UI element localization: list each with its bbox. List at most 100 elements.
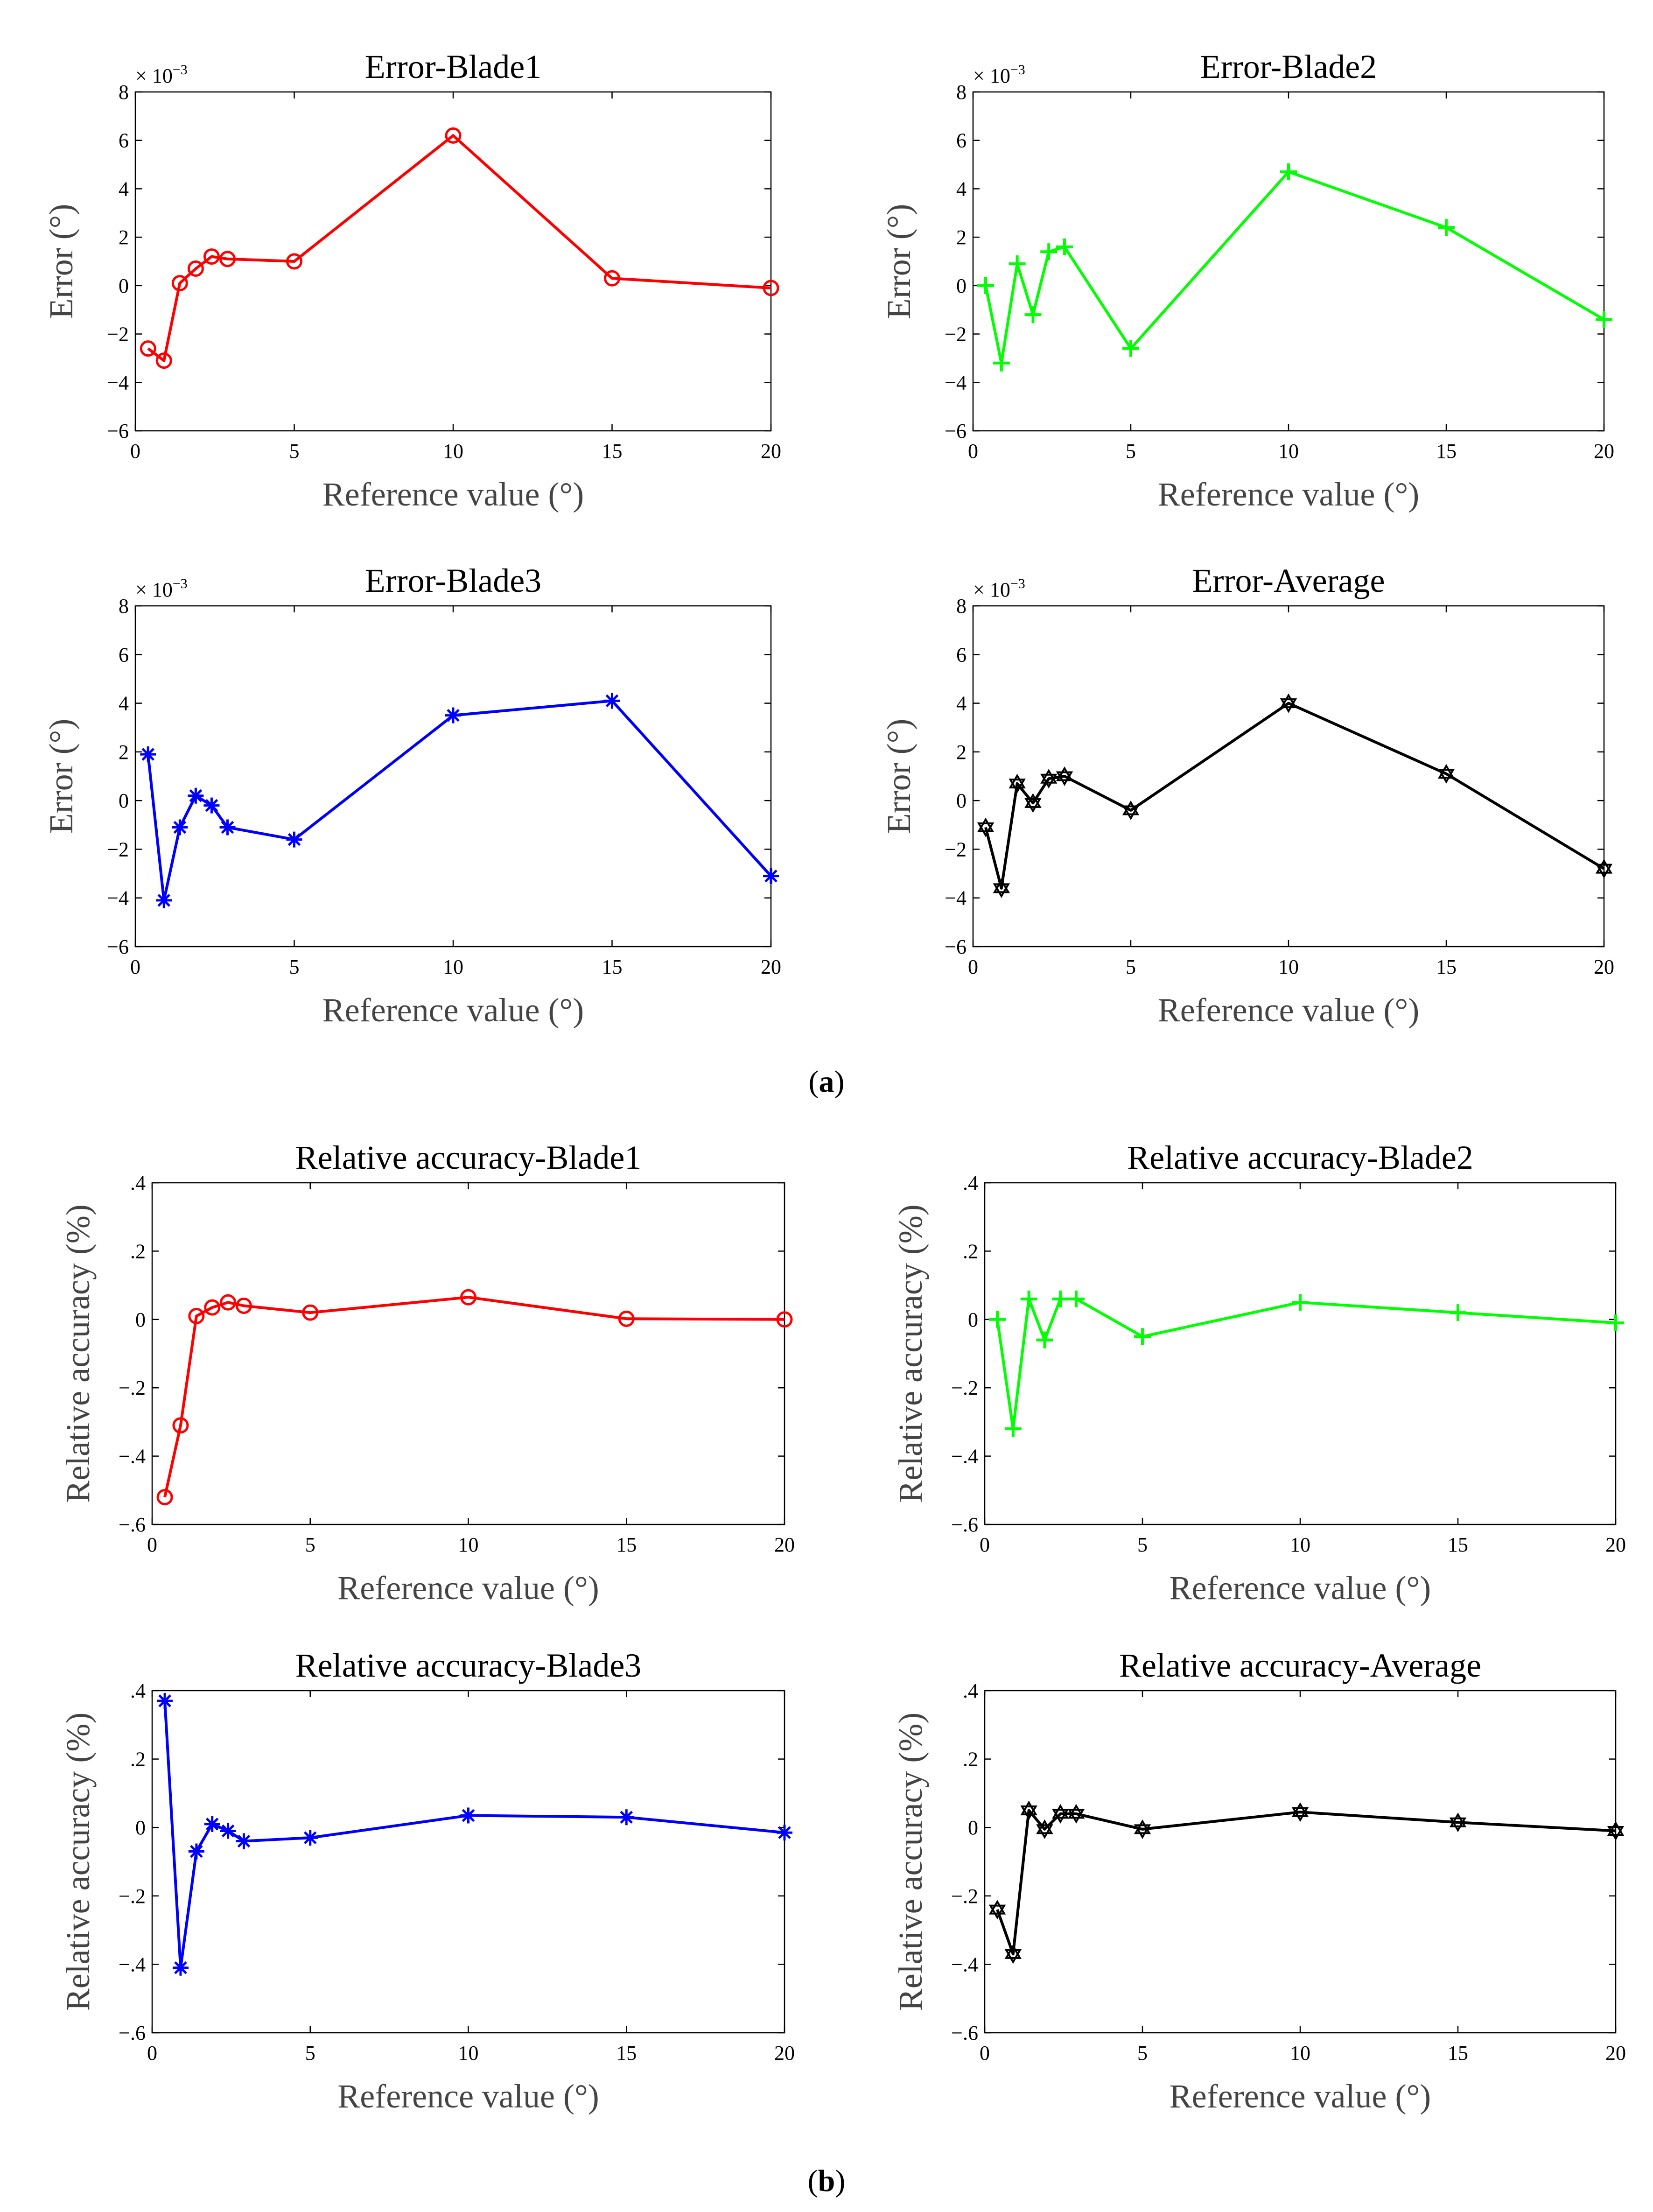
data-point — [1280, 163, 1297, 181]
x-tick-label: 10 — [1290, 1533, 1310, 1556]
data-point-star-down — [1607, 1826, 1625, 1841]
y-tick-label: 6 — [119, 129, 129, 152]
y-tick-label: −.6 — [951, 2022, 978, 2044]
data-point-star-down — [993, 883, 1010, 898]
y-tick-label: −2 — [945, 323, 967, 346]
x-tick-label: 0 — [130, 440, 140, 463]
y-tick-label: 4 — [956, 177, 967, 200]
y-axis-label: Error (°) — [880, 719, 918, 834]
x-tick-label: 10 — [1278, 440, 1299, 463]
data-point — [1024, 793, 1042, 813]
chart-6: 0 5 10 15 20 −.6 −.4 −.2 0 .2 .4 Relative accuracy-… — [892, 1139, 1626, 1607]
x-tick-label: 5 — [1126, 440, 1136, 463]
y-exponent-label: × 10−3 — [135, 62, 188, 87]
y-exponent-base: × 10 — [135, 578, 173, 601]
y-tick-label: −4 — [945, 371, 967, 394]
data-point — [618, 1310, 635, 1327]
x-tick-label: 5 — [305, 2042, 315, 2065]
plot-frame — [972, 91, 1605, 432]
plot-frame — [972, 605, 1605, 948]
x-tick-label: 15 — [616, 2042, 637, 2065]
y-tick-label: 6 — [119, 643, 129, 666]
data-point — [171, 275, 188, 292]
chart-7: 0 5 10 15 20 −.6 −.4 −.2 0 .2 .4 Relative accuracy-… — [59, 1647, 795, 2115]
y-tick-label: 4 — [956, 692, 967, 715]
y-exponent-base: × 10 — [135, 64, 173, 87]
data-point-star-down — [1122, 805, 1140, 821]
y-tick-label: 2 — [119, 226, 129, 249]
x-tick-label: 15 — [616, 1533, 637, 1556]
data-point — [302, 1304, 319, 1321]
data-point-star-down — [1449, 1817, 1467, 1833]
data-point-star-down — [1067, 1809, 1085, 1824]
x-tick-label: 0 — [980, 2042, 990, 2065]
data-point — [1040, 769, 1058, 789]
data-point — [1056, 238, 1073, 255]
data-point — [1004, 1944, 1022, 1964]
y-tick-label: −4 — [107, 887, 129, 910]
panel-a-letter: a — [819, 1065, 834, 1099]
data-point-star-down — [1052, 1809, 1069, 1824]
data-point — [203, 797, 220, 814]
x-tick-label: 20 — [1594, 955, 1614, 978]
x-tick-label: 10 — [443, 440, 463, 463]
data-point — [157, 1692, 173, 1709]
data-point — [1024, 306, 1042, 323]
data-point-star-up — [1449, 1812, 1467, 1827]
data-point — [988, 1900, 1006, 1920]
data-point — [1036, 1331, 1053, 1348]
series-line — [984, 702, 1605, 890]
data-point — [604, 693, 620, 709]
plot-frame — [984, 1690, 1617, 2034]
y-tick-label: .2 — [963, 1240, 978, 1263]
y-tick-label: −2 — [945, 838, 967, 861]
data-point — [188, 1307, 205, 1324]
y-exponent-base: × 10 — [973, 578, 1010, 601]
data-point — [187, 260, 204, 277]
y-axis-label: Relative accuracy (%) — [892, 1204, 929, 1503]
y-axis-label: Error (°) — [42, 204, 80, 319]
chart-8: 0 5 10 15 20 −.6 −.4 −.2 0 .2 .4 Relative accuracy-… — [892, 1647, 1626, 2115]
x-axis-label: Reference value (°) — [337, 1569, 599, 1607]
data-point — [1009, 773, 1026, 794]
data-point-star-down — [1009, 779, 1026, 794]
plot-frame — [151, 1690, 785, 2034]
x-tick-label: 5 — [1137, 1533, 1148, 1556]
chart-title: Relative accuracy-Blade1 — [295, 1139, 642, 1176]
data-point — [1449, 1812, 1467, 1833]
data-point — [993, 354, 1010, 372]
y-tick-label: −6 — [107, 935, 129, 958]
data-point-star-up — [988, 1900, 1006, 1915]
chart-5: 0 5 10 15 20 −.6 −.4 −.2 0 .2 .4 Relative accuracy-… — [59, 1139, 795, 1607]
data-point — [172, 1959, 189, 1976]
data-point-star-up — [1040, 769, 1058, 784]
data-point — [1595, 859, 1613, 879]
x-tick-label: 20 — [761, 440, 781, 463]
data-point — [1134, 1328, 1151, 1345]
chart-title: Error-Blade2 — [1200, 48, 1377, 85]
x-tick-label: 10 — [443, 955, 463, 978]
x-tick-label: 10 — [458, 1533, 479, 1556]
y-tick-label: −4 — [107, 371, 129, 394]
data-point-star-down — [1291, 1807, 1309, 1822]
y-tick-label: 4 — [119, 177, 129, 200]
data-point — [1052, 1290, 1069, 1307]
data-point — [1052, 1804, 1069, 1824]
x-tick-label: 15 — [1436, 440, 1457, 463]
y-tick-label: 0 — [135, 1308, 146, 1331]
data-point — [1056, 766, 1073, 786]
x-axis-label: Reference value (°) — [1158, 476, 1419, 513]
panel-a-label: (a) — [808, 1065, 845, 1099]
data-point-star-up — [1056, 766, 1073, 781]
y-tick-label: −6 — [107, 420, 129, 442]
y-tick-label: .4 — [963, 1172, 978, 1194]
chart-title: Error-Blade1 — [365, 48, 541, 85]
data-point — [1291, 1802, 1309, 1822]
data-point — [1292, 1294, 1309, 1311]
y-tick-label: −6 — [945, 935, 967, 958]
data-point — [1020, 1290, 1037, 1307]
x-tick-label: 15 — [602, 955, 623, 978]
data-point — [172, 1417, 189, 1434]
x-tick-label: 20 — [774, 2042, 795, 2065]
